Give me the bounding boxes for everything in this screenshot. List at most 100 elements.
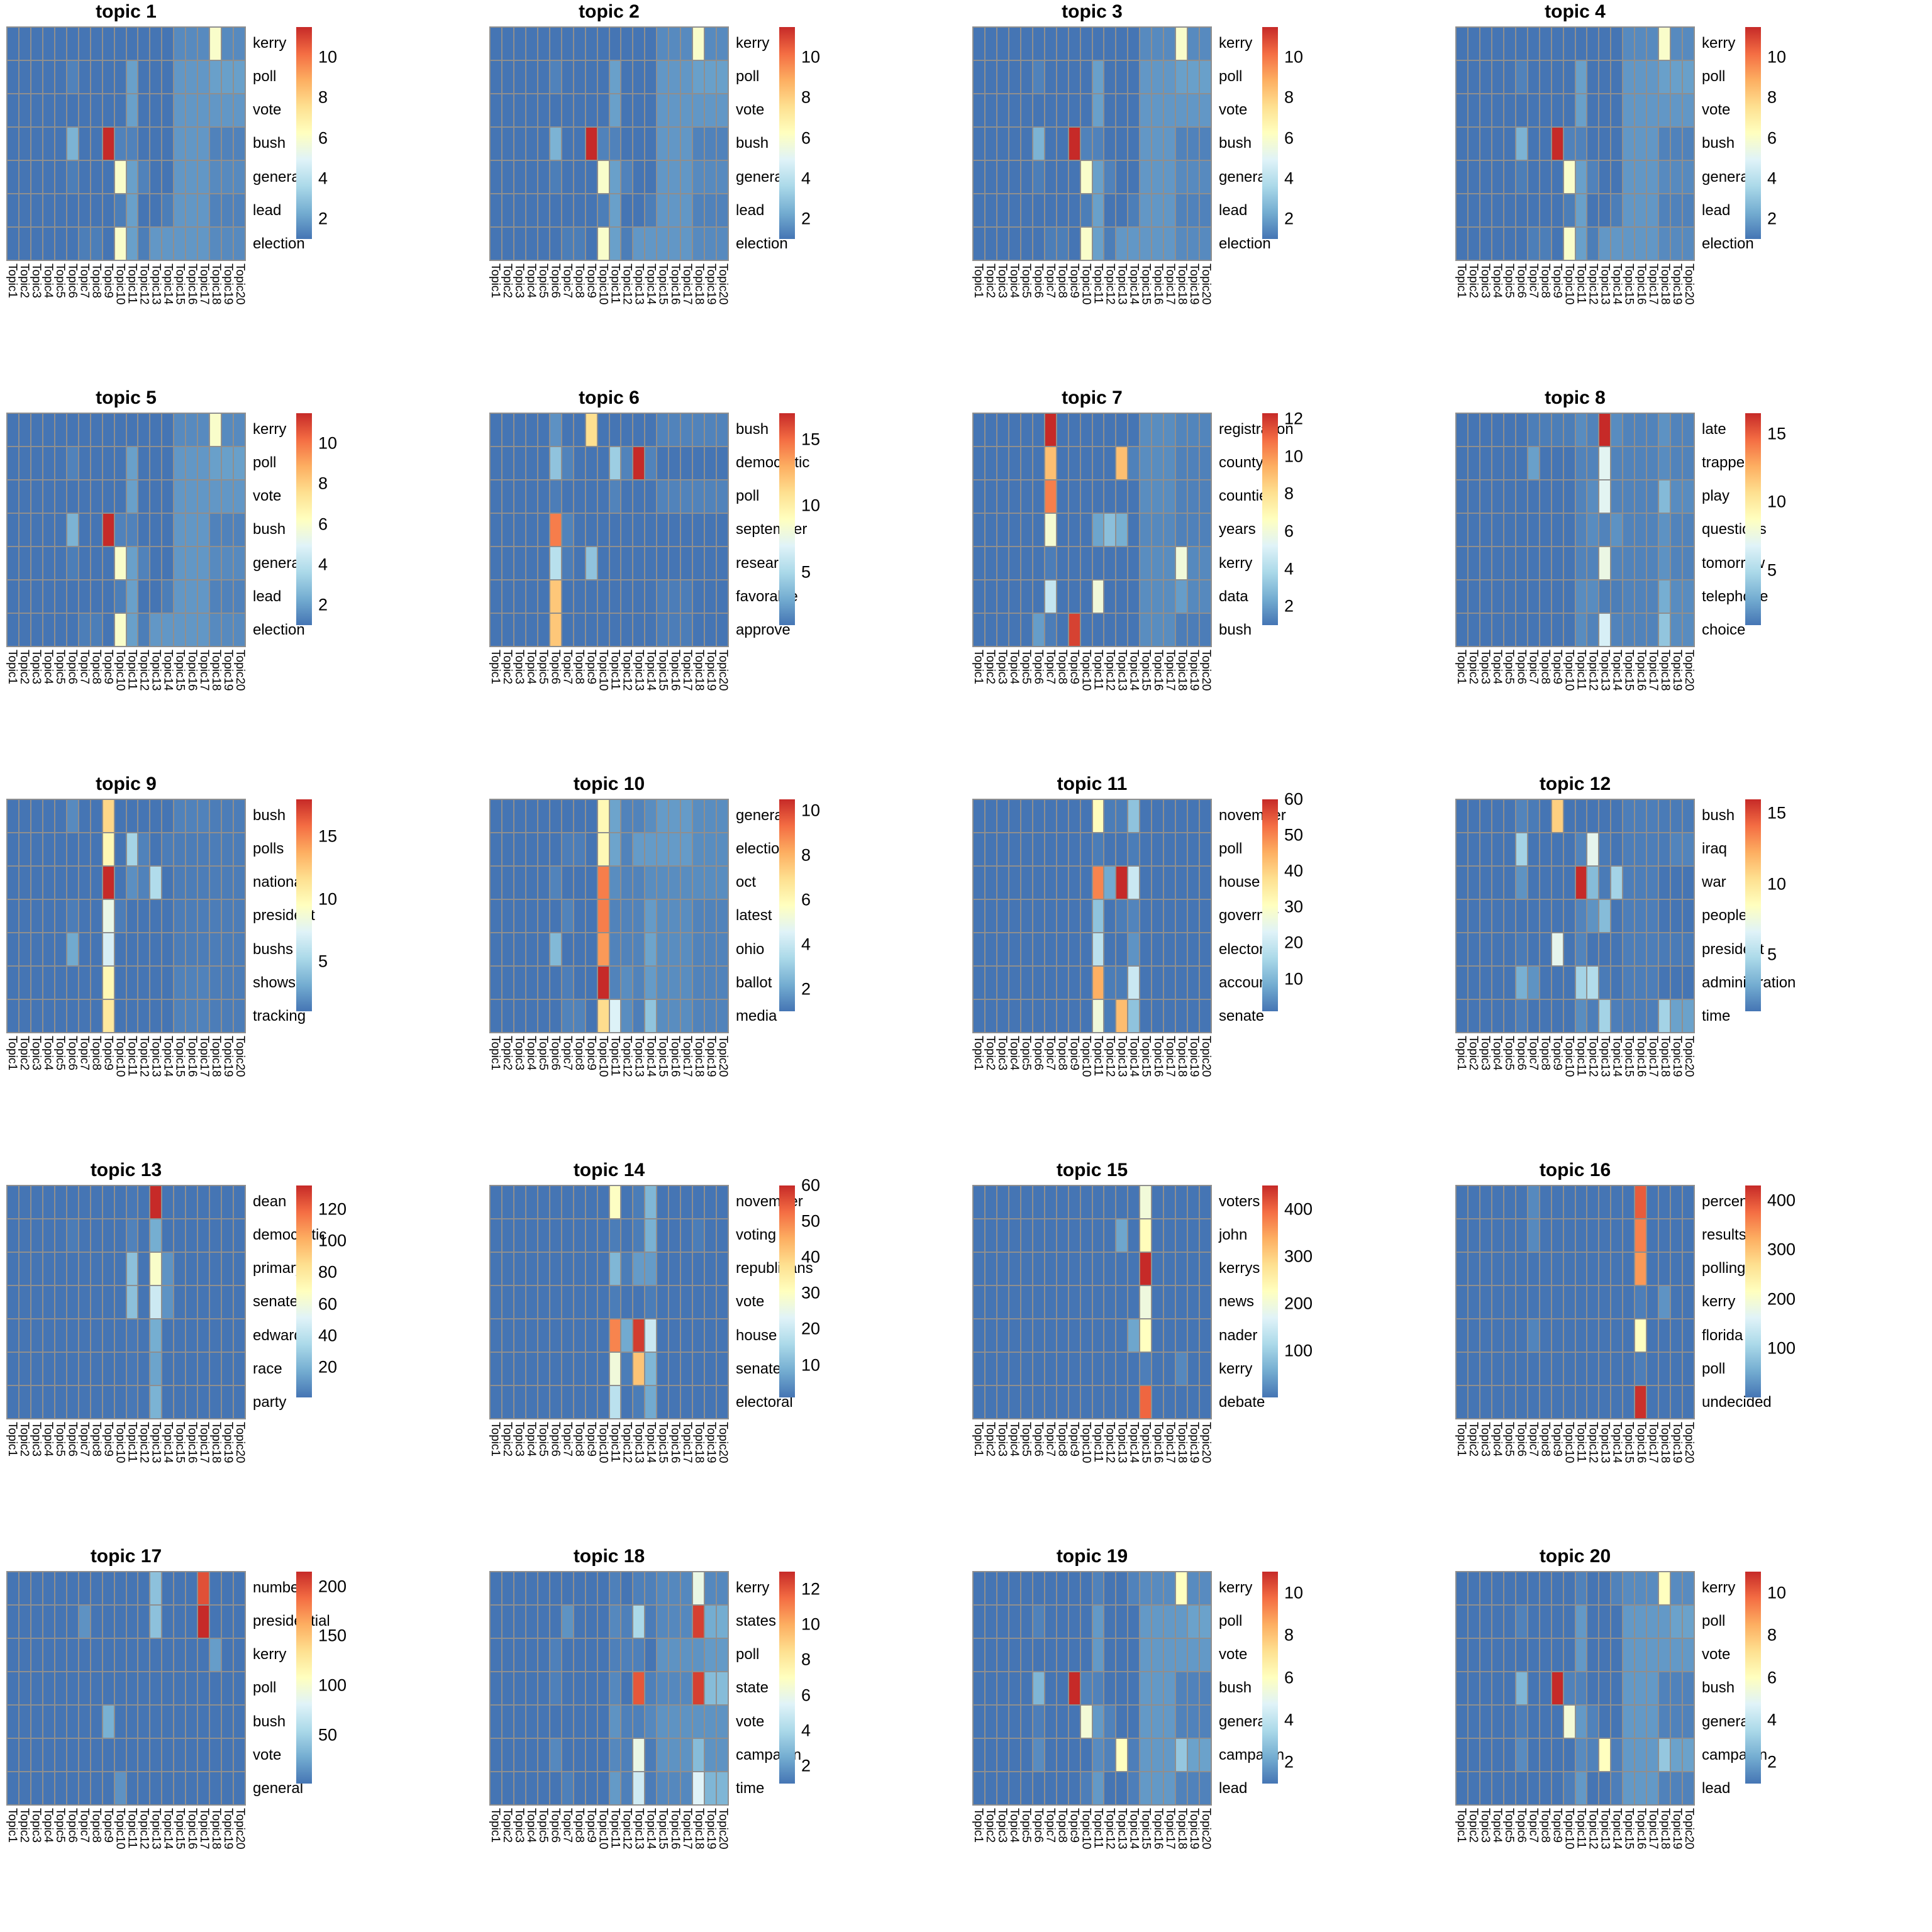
heatmap-cell (621, 127, 633, 160)
x-axis-label: Topic1 (489, 1422, 502, 1457)
heatmap-cell (150, 999, 162, 1033)
heatmap-cell (174, 999, 186, 1033)
heatmap-cell (525, 966, 538, 999)
heatmap-cell (7, 1319, 19, 1352)
heatmap-cell (984, 413, 997, 447)
x-axis-labels: Topic1 Topic2 Topic3 Topic4 Topic5 Topic6 Topi… (6, 264, 247, 342)
heatmap-cell (42, 1638, 55, 1672)
heatmap-cell (1128, 833, 1140, 866)
heatmap-cell (1479, 194, 1492, 227)
heatmap-cell (513, 899, 526, 933)
heatmap-cell (1682, 1672, 1694, 1705)
heatmap-cell (1104, 580, 1116, 613)
x-axis-label: Topic6 (65, 1808, 79, 1843)
heatmap-cell (1682, 1352, 1694, 1385)
heatmap-cell (973, 833, 985, 866)
heatmap-cell (1163, 1285, 1176, 1319)
heatmap-cell (597, 799, 609, 833)
heatmap-cell (1044, 27, 1057, 60)
x-axis-label: Topic14 (161, 1036, 175, 1077)
heatmap-cell (973, 513, 985, 547)
heatmap-cell (585, 447, 597, 480)
row-label: general (1219, 168, 1270, 186)
heatmap-cell (1080, 1352, 1092, 1385)
heatmap-cell (102, 833, 114, 866)
colorbar-tick-label: 6 (1284, 128, 1294, 148)
heatmap-cell (680, 413, 693, 447)
heatmap-cell (1563, 1705, 1575, 1738)
x-axis-label: Topic17 (680, 650, 694, 691)
heatmap-cell (1008, 60, 1021, 94)
heatmap-cell (645, 1572, 657, 1605)
heatmap-cell (621, 1319, 633, 1352)
heatmap-cell (66, 1772, 79, 1805)
heatmap-cell (1575, 1352, 1587, 1385)
heatmap-cell (90, 966, 103, 999)
heatmap-cell (1670, 613, 1683, 647)
heatmap-cell (1175, 1638, 1188, 1672)
heatmap-cell (1658, 999, 1671, 1033)
heatmap-cell (209, 194, 222, 227)
heatmap-cell (561, 1219, 574, 1252)
heatmap-cell (704, 999, 717, 1033)
colorbar-tick-label: 60 (318, 1294, 338, 1314)
panel-title: topic 15 (1056, 1160, 1128, 1180)
heatmap-cell (150, 799, 162, 833)
x-axis-label: Topic11 (1574, 1036, 1588, 1077)
heatmap-cell (90, 1705, 103, 1738)
heatmap-cell (1646, 194, 1659, 227)
row-label: lead (1702, 1780, 1731, 1797)
heatmap-cell (1020, 127, 1033, 160)
heatmap-cell (1467, 799, 1480, 833)
heatmap-cell (54, 933, 67, 966)
heatmap-cell (621, 1252, 633, 1285)
heatmap-cell (233, 1672, 245, 1705)
row-label: bush (1702, 806, 1735, 824)
heatmap-cell (1635, 1185, 1647, 1219)
heatmap-cell (609, 1772, 621, 1805)
x-axis-label: Topic4 (1008, 650, 1021, 684)
heatmap-cell (1116, 194, 1128, 227)
row-label: favorable (736, 588, 798, 606)
heatmap-cell (114, 899, 126, 933)
colorbar (296, 1185, 312, 1397)
heatmap-cell (1044, 966, 1057, 999)
x-axis-label: Topic8 (572, 650, 586, 684)
heatmap-cell (984, 799, 997, 833)
heatmap-cell (1199, 833, 1211, 866)
x-axis-label: Topic4 (1008, 1422, 1021, 1457)
row-label: poll (253, 1679, 277, 1697)
heatmap-cell (716, 413, 728, 447)
heatmap-cell (704, 1219, 717, 1252)
heatmap-cell (186, 94, 198, 127)
heatmap-cell (490, 480, 502, 513)
heatmap-cell (1599, 1638, 1611, 1672)
heatmap-cell (30, 1772, 43, 1805)
heatmap-cell (573, 447, 586, 480)
heatmap-cell (102, 160, 114, 194)
heatmap-cell (197, 94, 210, 127)
heatmap-cell (42, 799, 55, 833)
heatmap-cell (996, 447, 1009, 480)
heatmap-cell (1551, 1738, 1563, 1772)
heatmap-cell (996, 1252, 1009, 1285)
heatmap-cell (1080, 447, 1092, 480)
heatmap-cell (645, 799, 657, 833)
heatmap-cell (197, 799, 210, 833)
heatmap-cell (209, 547, 222, 580)
heatmap-cell (1527, 799, 1540, 833)
heatmap-cell (1599, 547, 1611, 580)
heatmap-cell (90, 1185, 103, 1219)
heatmap-cell (30, 513, 43, 547)
heatmap-cell (30, 27, 43, 60)
heatmap-cell (973, 999, 985, 1033)
heatmap-cell (1199, 513, 1211, 547)
heatmap-cell (692, 94, 705, 127)
heatmap-cell (1187, 866, 1200, 899)
heatmap-cell (597, 1638, 609, 1672)
heatmap-cell (1152, 1285, 1164, 1319)
heatmap-cell (7, 480, 19, 513)
heatmap-cell (1635, 27, 1647, 60)
heatmap-cell (609, 833, 621, 866)
heatmap-cell (221, 899, 234, 933)
